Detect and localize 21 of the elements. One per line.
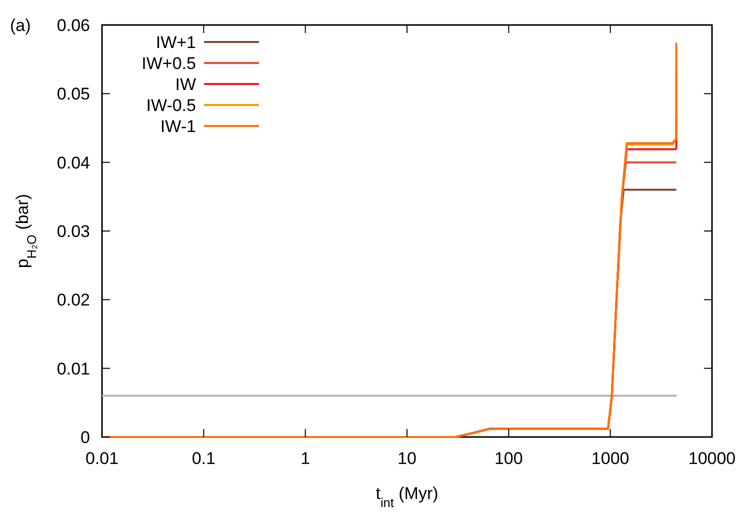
legend-label: IW+1 — [156, 33, 196, 52]
legend-label: IW-1 — [160, 117, 196, 136]
legend-label: IW-0.5 — [146, 96, 196, 115]
legend-label: IW+0.5 — [142, 54, 196, 73]
x-tick-label: 10 — [398, 449, 416, 468]
y-tick-label: 0.02 — [56, 290, 90, 310]
y-tick-label: 0.06 — [56, 16, 90, 35]
y-tick-label: 0.01 — [56, 359, 90, 378]
y-tick-label: 0.03 — [56, 222, 90, 241]
x-tick-label: 1 — [300, 449, 310, 468]
y-tick-label: 0.04 — [56, 153, 90, 172]
x-axis-title: t$_{int}$ (Myr) — [376, 484, 438, 510]
x-tick-label: 0.1 — [192, 449, 216, 468]
x-tick-label: 0.01 — [85, 449, 119, 468]
text: (a) — [10, 16, 31, 35]
y-tick-label: 0.05 — [56, 84, 90, 104]
x-tick-label: 100 — [494, 449, 523, 468]
y-tick-label: 0 — [80, 428, 90, 447]
legend-label: IW — [175, 75, 196, 94]
x-tick-label: 1000 — [591, 449, 630, 468]
x-tick-label: 10000 — [688, 449, 736, 468]
